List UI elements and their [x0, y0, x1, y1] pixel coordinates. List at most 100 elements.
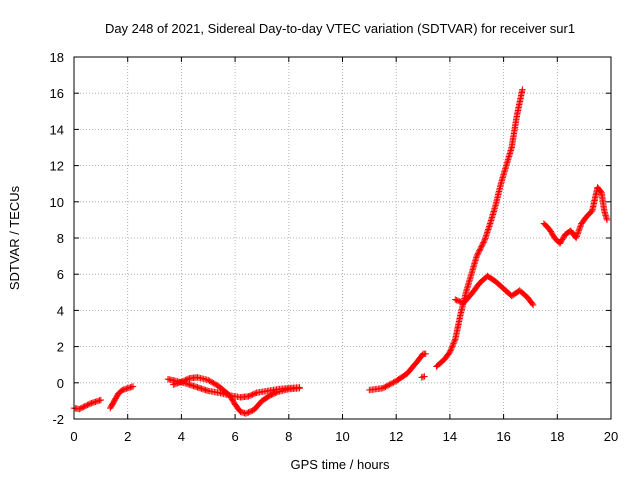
- data-point: [383, 382, 391, 390]
- y-tick-label: 12: [50, 159, 64, 174]
- data-point: [448, 344, 455, 352]
- x-tick-label: 12: [389, 429, 403, 444]
- data-point: [82, 402, 90, 409]
- x-tick-label: 0: [70, 429, 77, 444]
- data-point: [452, 296, 459, 303]
- data-point: [182, 376, 189, 384]
- data-point: [447, 346, 455, 353]
- data-point: [447, 347, 454, 354]
- data-point: [478, 242, 486, 249]
- data-point: [268, 391, 275, 399]
- data-point: [207, 378, 215, 385]
- y-tick-label: 14: [50, 122, 64, 137]
- data-point: [249, 391, 256, 398]
- y-tick-label: 6: [57, 267, 64, 282]
- data-point: [211, 380, 219, 388]
- series-seg-e: [366, 350, 429, 394]
- data-point: [474, 251, 481, 258]
- axis-ticks: [73, 56, 612, 420]
- data-point: [76, 405, 83, 413]
- data-point: [576, 226, 583, 233]
- data-point: [77, 405, 84, 412]
- data-point: [269, 391, 276, 398]
- data-point: [209, 379, 216, 386]
- data-point: [603, 216, 611, 224]
- data-point: [577, 221, 585, 229]
- data-point: [529, 301, 537, 309]
- data-points: [70, 86, 611, 417]
- x-tick-label: 18: [550, 429, 564, 444]
- data-point: [421, 373, 428, 380]
- data-point: [272, 389, 279, 397]
- data-point: [575, 229, 582, 236]
- data-point: [213, 381, 220, 389]
- data-point: [248, 391, 255, 399]
- data-point: [572, 234, 580, 242]
- x-tick-label: 16: [496, 429, 510, 444]
- data-point: [296, 385, 303, 392]
- series-seg-b: [107, 383, 137, 412]
- data-point: [422, 350, 429, 358]
- data-point: [205, 376, 212, 384]
- data-point: [446, 348, 454, 356]
- data-point: [477, 244, 484, 252]
- x-tick-label: 2: [124, 429, 131, 444]
- data-point: [450, 338, 458, 346]
- data-point: [529, 300, 536, 307]
- data-point: [85, 401, 92, 408]
- data-point: [78, 404, 86, 411]
- data-point: [245, 393, 252, 400]
- data-point: [273, 389, 280, 396]
- data-point: [449, 341, 457, 349]
- data-point: [84, 401, 91, 409]
- data-point: [252, 390, 259, 397]
- y-tick-label: 16: [50, 86, 64, 101]
- series-seg-h: [452, 272, 537, 309]
- x-tick-label: 10: [335, 429, 349, 444]
- data-point: [266, 392, 274, 399]
- data-point: [456, 298, 463, 305]
- data-point: [243, 409, 251, 417]
- data-point: [388, 379, 396, 387]
- y-tick-label: 8: [57, 231, 64, 246]
- x-axis-label: GPS time / hours: [291, 457, 390, 472]
- data-point: [270, 390, 278, 397]
- data-point: [387, 380, 395, 388]
- data-point: [80, 403, 87, 411]
- x-tick-label: 8: [285, 429, 292, 444]
- series-seg-g: [433, 86, 526, 370]
- x-tick-label: 20: [604, 429, 618, 444]
- data-point: [576, 224, 584, 232]
- data-point: [250, 390, 258, 398]
- data-point: [178, 378, 185, 386]
- y-tick-label: 10: [50, 195, 64, 210]
- data-point: [454, 297, 462, 304]
- data-point: [575, 227, 582, 234]
- data-point: [183, 376, 190, 383]
- data-point: [573, 233, 580, 240]
- x-tick-label: 6: [231, 429, 238, 444]
- x-tick-label: 14: [443, 429, 457, 444]
- data-point: [380, 384, 388, 391]
- data-point: [210, 380, 217, 387]
- data-point: [246, 392, 254, 399]
- data-point: [453, 296, 460, 304]
- data-point: [478, 243, 485, 250]
- data-point: [180, 377, 188, 384]
- data-point: [480, 237, 488, 245]
- data-point: [480, 239, 487, 246]
- data-point: [476, 246, 484, 253]
- data-point: [382, 383, 389, 390]
- data-point: [574, 230, 581, 237]
- data-point: [449, 343, 456, 350]
- data-point: [242, 410, 250, 417]
- y-tick-label: 18: [50, 50, 64, 65]
- series-seg-a: [70, 396, 105, 413]
- data-point: [473, 252, 480, 260]
- data-point: [479, 240, 486, 248]
- series-seg-i: [540, 184, 611, 247]
- data-point: [475, 248, 482, 256]
- data-point: [450, 340, 457, 347]
